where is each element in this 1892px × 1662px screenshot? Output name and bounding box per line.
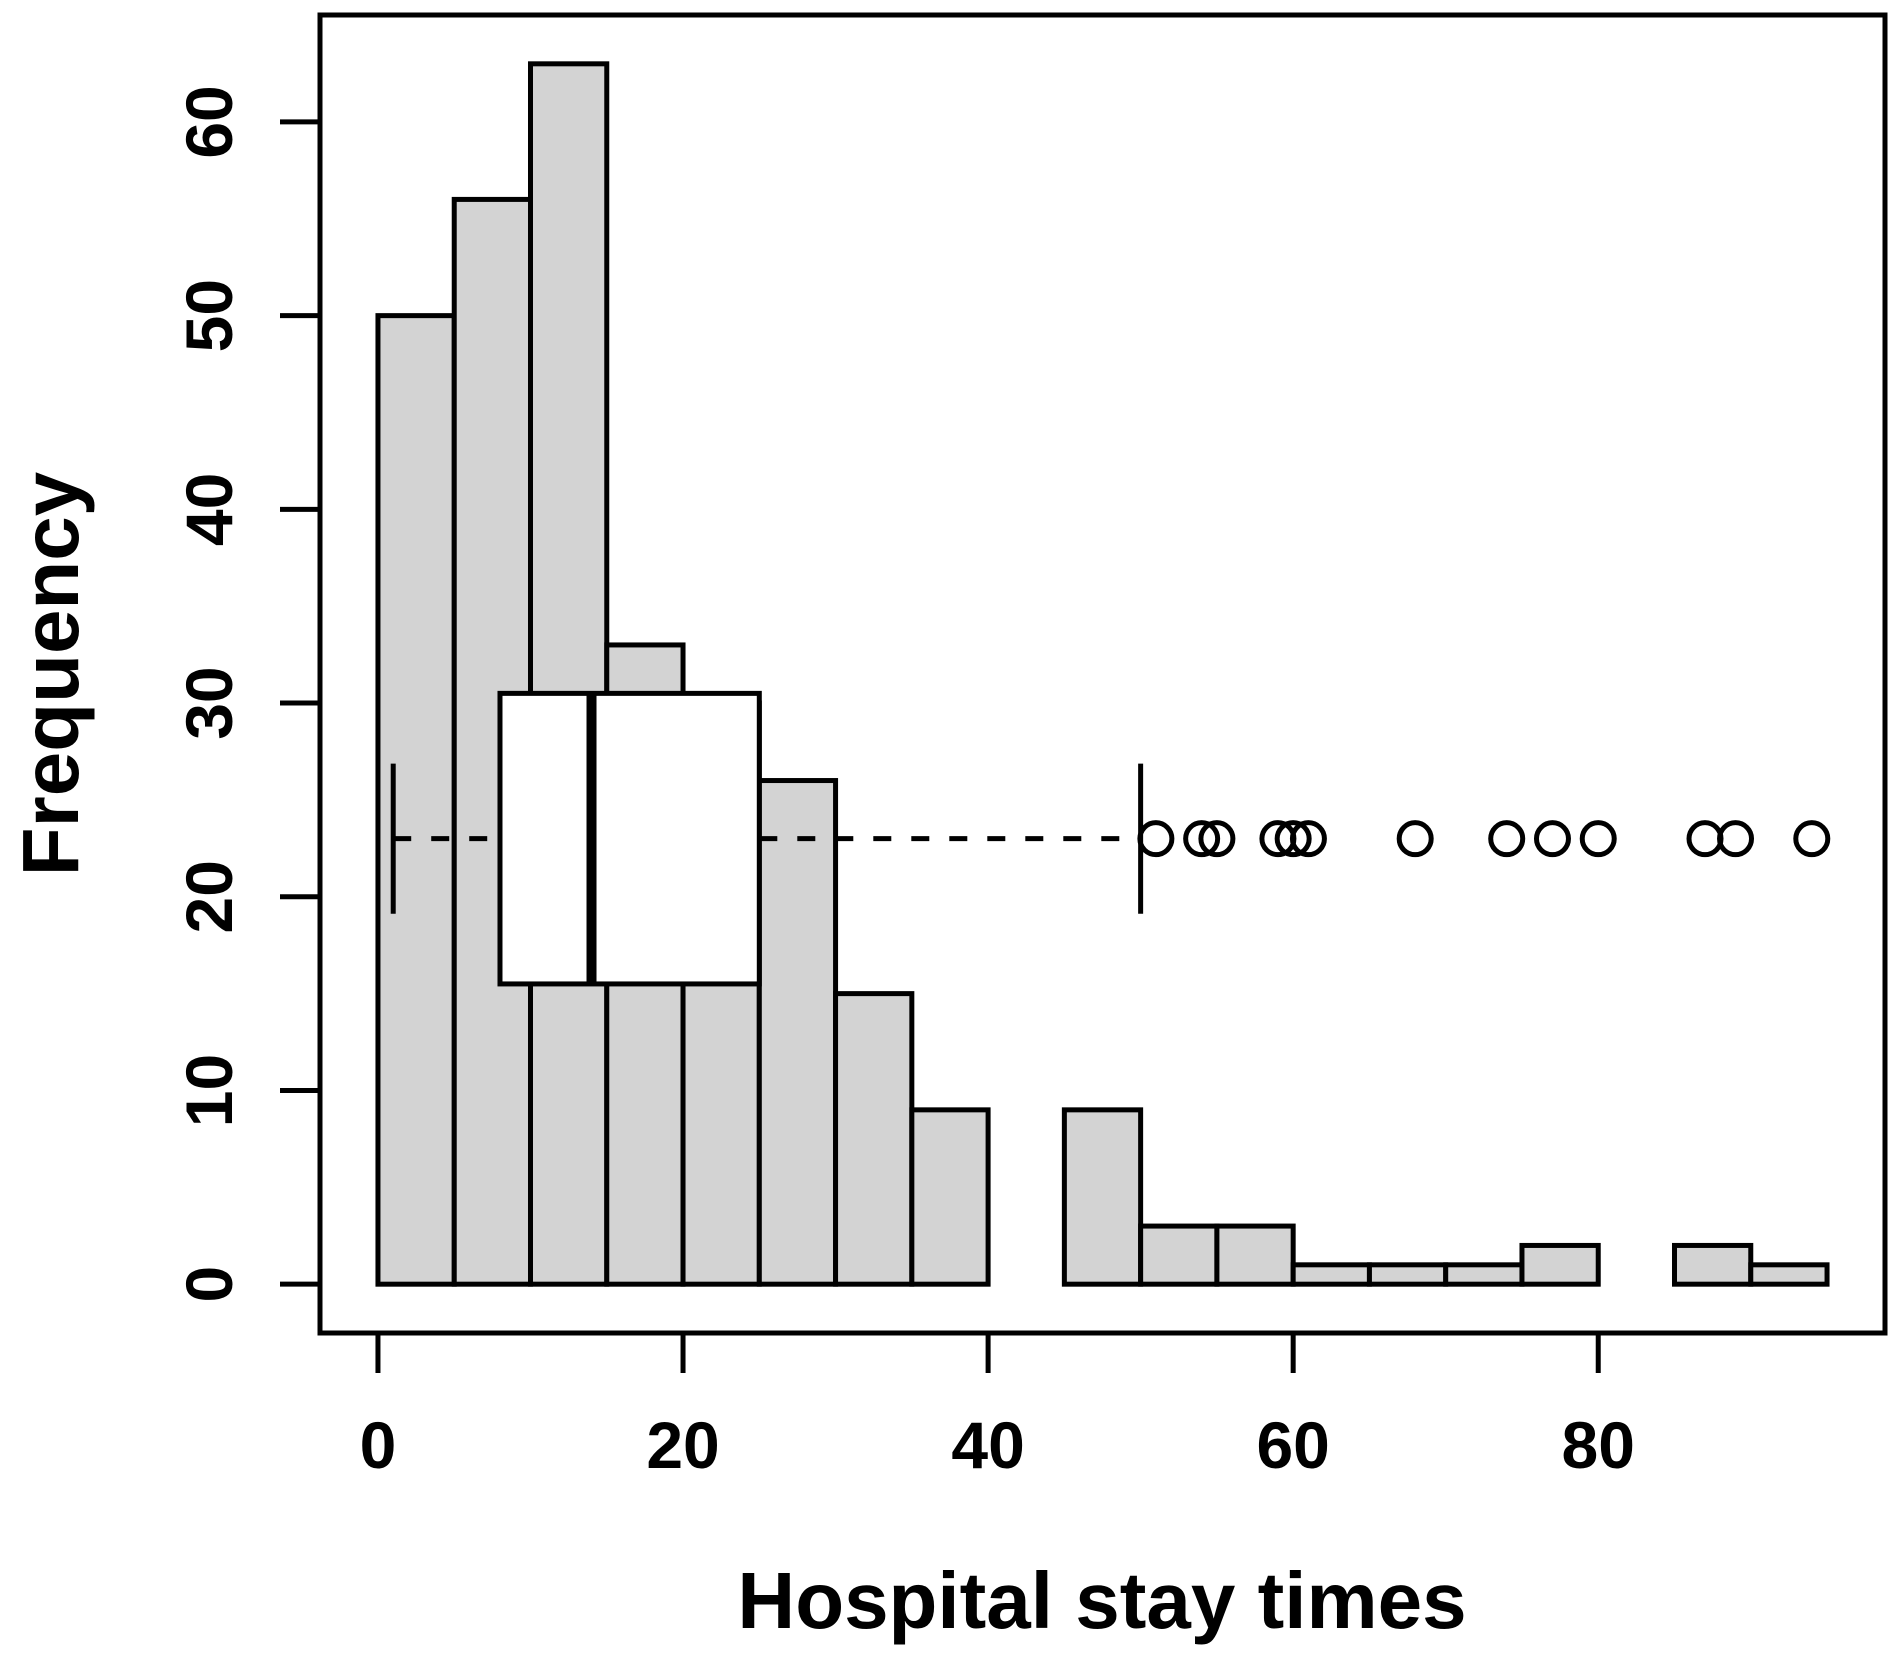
- histogram-bar: [1519, 1242, 1601, 1287]
- boxplot-outlier-point: [1579, 820, 1617, 858]
- y-axis-title: Frequency: [6, 471, 95, 876]
- boxplot-outlier-point: [1488, 820, 1526, 858]
- x-axis-tick-label: 80: [1562, 1408, 1635, 1482]
- histogram-bar: [375, 313, 457, 1287]
- histogram-bar: [756, 778, 839, 1287]
- x-axis-tick-label: 0: [360, 1408, 397, 1482]
- histogram-bar: [1061, 1107, 1144, 1287]
- histogram-bar: [909, 1107, 991, 1287]
- histogram-bar: [527, 61, 610, 1287]
- boxplot-outlier-point: [1274, 820, 1312, 858]
- boxplot-outlier-point: [1533, 820, 1571, 858]
- x-axis-tick-label: 20: [646, 1408, 719, 1482]
- histogram-bar: [1290, 1262, 1372, 1287]
- y-axis-tick-label: 40: [172, 473, 246, 546]
- histogram-bar: [1748, 1262, 1830, 1287]
- y-axis-tick-label: 20: [172, 860, 246, 933]
- boxplot-outlier-point: [1137, 820, 1175, 858]
- histogram-bar: [1214, 1223, 1296, 1287]
- boxplot-outlier-point: [1717, 820, 1755, 858]
- x-axis-tick-label: 60: [1256, 1408, 1329, 1482]
- plot-border: [317, 12, 1888, 1336]
- boxplot-outlier-point: [1396, 820, 1434, 858]
- generated-chart-layer: 0 20 40 60 80 0 10 20 30 40 50 60: [172, 12, 1888, 1482]
- histogram-bar: [833, 991, 915, 1287]
- y-axis-tick-label: 50: [172, 279, 246, 352]
- histogram-bar: [1366, 1262, 1449, 1287]
- histogram-bar: [1672, 1242, 1754, 1287]
- y-axis-tick-label: 10: [172, 1054, 246, 1127]
- y-axis-tick-label: 60: [172, 85, 246, 158]
- boxplot-outlier-point: [1793, 820, 1831, 858]
- histogram-bar: [1443, 1262, 1525, 1287]
- boxplot-outlier-point: [1198, 820, 1236, 858]
- y-axis-tick-label: 30: [172, 666, 246, 739]
- boxplot-outlier-point: [1686, 820, 1724, 858]
- histogram-bar: [1138, 1223, 1220, 1287]
- x-axis-title: Hospital stay times: [737, 1556, 1466, 1645]
- boxplot-box: [497, 690, 762, 987]
- boxplot-outlier-point: [1183, 820, 1221, 858]
- y-axis-tick-label: 0: [172, 1266, 246, 1303]
- boxplot-outlier-point: [1289, 820, 1327, 858]
- x-axis-tick-label: 40: [951, 1408, 1024, 1482]
